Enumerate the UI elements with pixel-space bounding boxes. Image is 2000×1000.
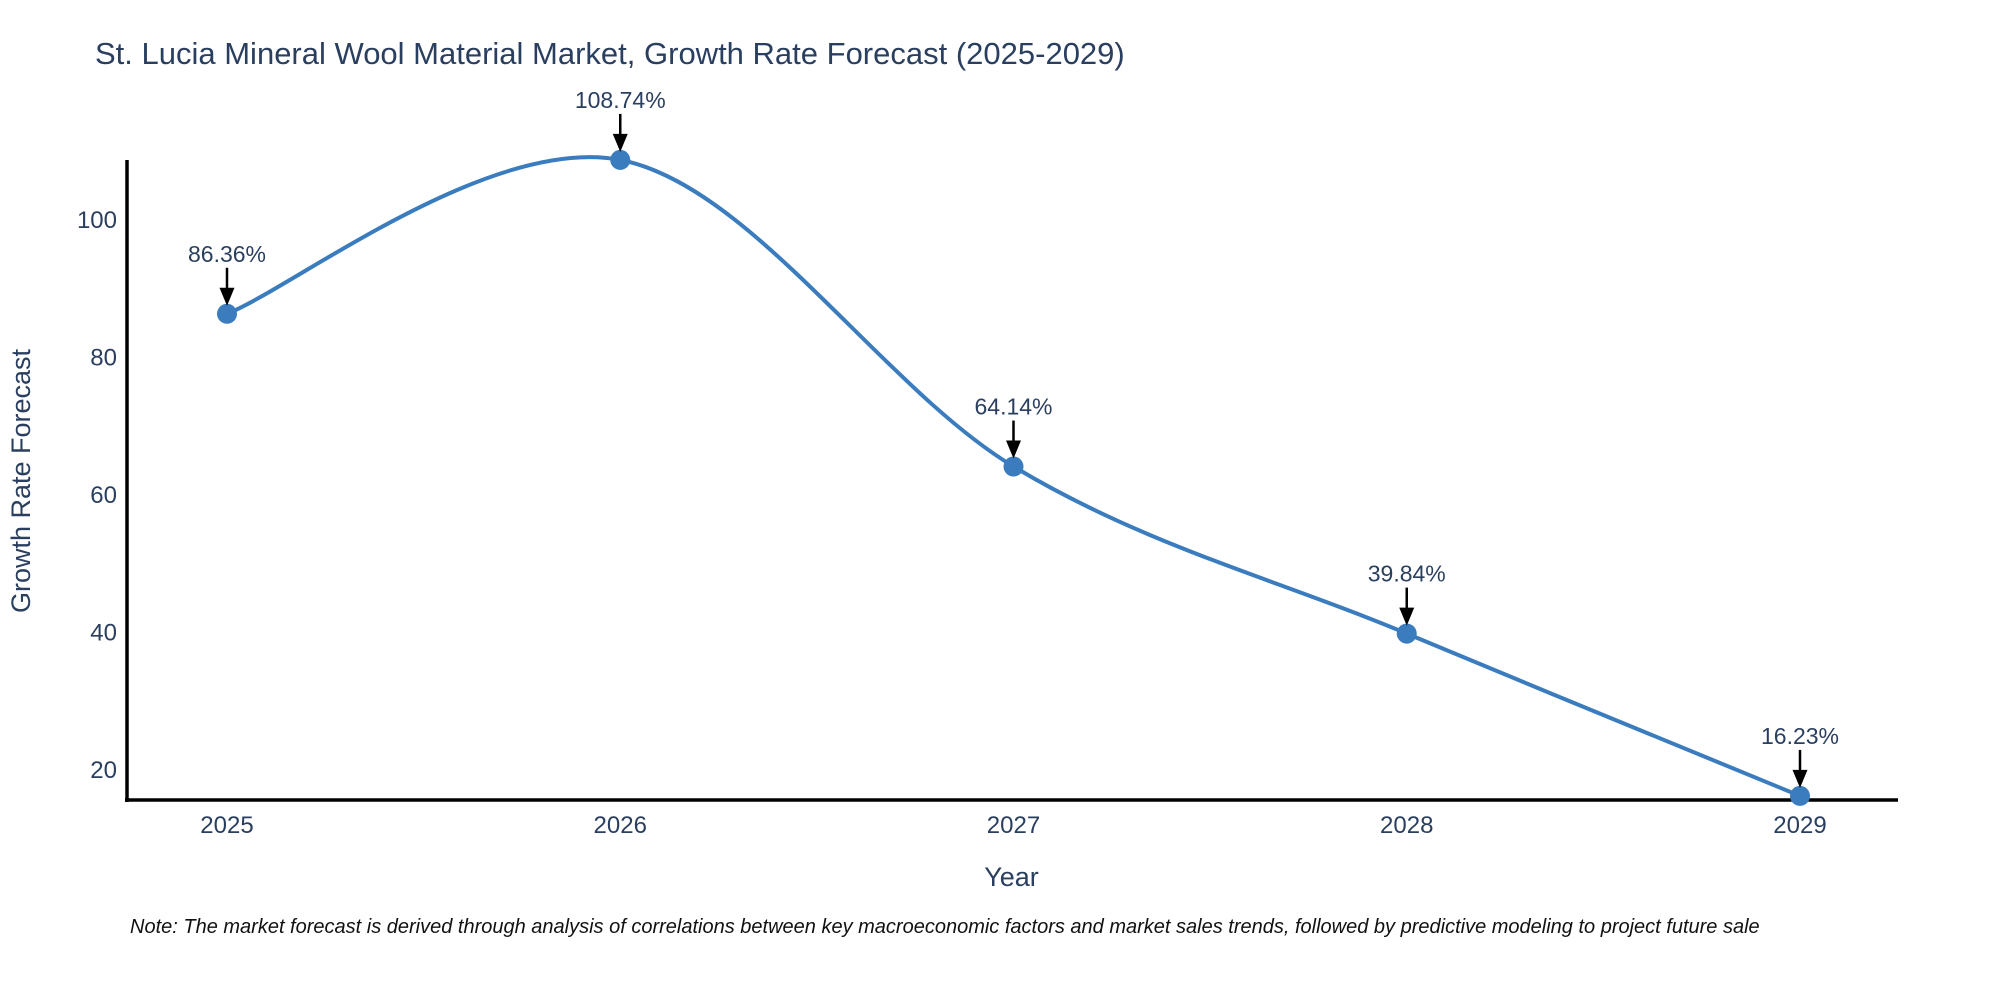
x-tick-label: 2028 (1380, 812, 1433, 839)
chart-title: St. Lucia Mineral Wool Material Market, … (95, 36, 1125, 71)
y-tick-label: 80 (90, 345, 117, 372)
y-axis-title: Growth Rate Forecast (6, 348, 36, 613)
annotation-arrow-head (612, 133, 628, 152)
data-point-marker (610, 149, 631, 170)
annotation-arrow-head (1006, 440, 1021, 459)
data-point-marker (1396, 623, 1417, 644)
x-axis-title: Year (984, 862, 1039, 892)
forecast-line (226, 155, 1801, 798)
data-point-label: 39.84% (1368, 561, 1446, 587)
x-tick-label: 2027 (987, 812, 1040, 839)
x-tick-label: 2026 (594, 812, 647, 839)
x-tick-label: 2029 (1773, 812, 1826, 839)
annotation-arrow-head (219, 287, 235, 306)
annotation-arrow-head (1792, 769, 1808, 788)
data-point-marker (1003, 456, 1024, 477)
data-point-marker (1790, 785, 1810, 806)
y-tick-label: 100 (77, 207, 117, 234)
data-point-label: 108.74% (575, 87, 666, 113)
x-tick-label: 2025 (200, 812, 253, 839)
y-tick-label: 20 (90, 757, 117, 784)
data-point-label: 86.36% (188, 241, 266, 267)
annotation-arrow-head (1399, 607, 1415, 626)
data-point-label: 64.14% (974, 394, 1052, 420)
data-point-marker (217, 303, 237, 324)
y-tick-label: 40 (90, 620, 117, 647)
y-tick-label: 60 (90, 482, 117, 509)
footnote: Note: The market forecast is derived thr… (130, 916, 1760, 938)
data-point-label: 16.23% (1761, 723, 1839, 749)
